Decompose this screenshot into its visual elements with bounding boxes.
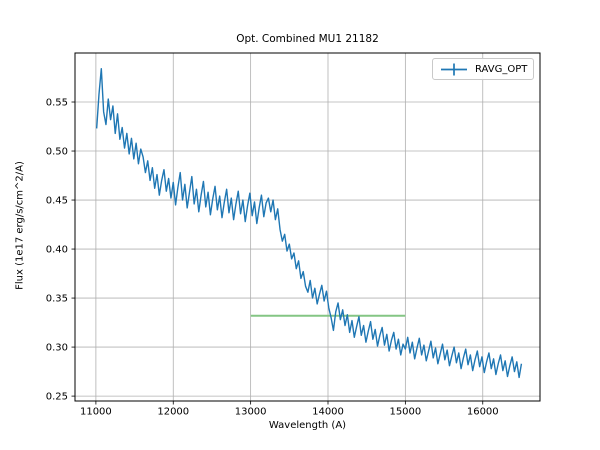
svg-text:0.35: 0.35 (46, 294, 68, 305)
svg-text:0.40: 0.40 (46, 245, 68, 256)
legend-label: RAVG_OPT (475, 63, 528, 75)
svg-text:0.30: 0.30 (46, 343, 68, 354)
grid-lines (75, 53, 540, 401)
errorbar-marker-icon (441, 63, 467, 75)
svg-text:15000: 15000 (389, 407, 421, 418)
x-axis-label: Wavelength (A) (268, 420, 347, 431)
svg-text:0.45: 0.45 (46, 196, 68, 207)
series-RAVG_OPT (95, 67, 523, 379)
svg-text:0.55: 0.55 (46, 98, 68, 109)
svg-text:16000: 16000 (467, 407, 499, 418)
axis-ticks (71, 101, 484, 405)
svg-text:14000: 14000 (312, 407, 344, 418)
plot-border (74, 52, 541, 402)
svg-text:0.50: 0.50 (46, 147, 68, 158)
chart-title: Opt. Combined MU1 21182 (236, 33, 379, 45)
svg-text:12000: 12000 (157, 407, 189, 418)
svg-text:11000: 11000 (80, 407, 112, 418)
svg-text:0.25: 0.25 (46, 392, 68, 403)
tick-labels: 11000 12000 13000 14000 15000 16000 0.25 0.30 0.… (46, 98, 499, 418)
svg-text:13000: 13000 (235, 407, 267, 418)
y-axis-label: Flux (1e17 erg/s/cm^2/A) (14, 161, 26, 290)
legend: RAVG_OPT (432, 58, 534, 80)
